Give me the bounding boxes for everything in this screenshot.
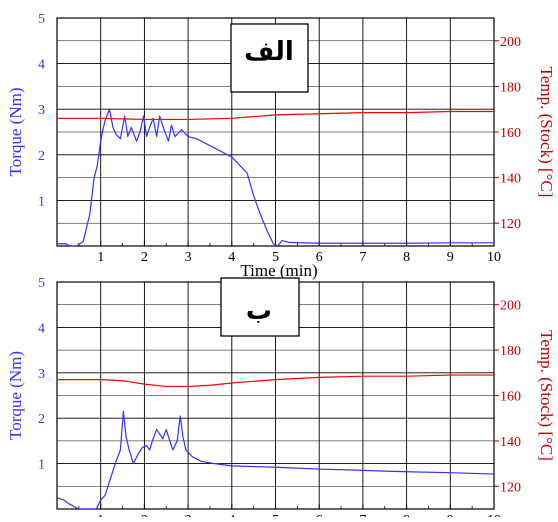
x-axis-label: Time (min) <box>240 261 317 280</box>
x-tick-label: 7 <box>359 250 366 265</box>
x-tick-label: 8 <box>403 513 410 517</box>
y-left-tick-label: 4 <box>38 321 45 336</box>
x-tick-label: 3 <box>185 250 192 265</box>
x-tick-label: 6 <box>316 513 323 517</box>
y-left-tick-label: 5 <box>38 12 45 27</box>
y-right-tick-label: 160 <box>500 126 521 141</box>
y-left-tick-label: 1 <box>38 194 45 209</box>
x-tick-label: 1 <box>97 513 104 517</box>
y-right-axis-label: Temp. (Stock) [°C] <box>537 67 556 198</box>
y-right-tick-label: 180 <box>500 344 521 359</box>
x-tick-label: 2 <box>141 250 148 265</box>
y-left-axis-label: Torque (Nm) <box>6 351 25 440</box>
panel-label: الف <box>244 37 294 67</box>
y-right-tick-label: 200 <box>500 299 521 314</box>
x-tick-label: 7 <box>359 513 366 517</box>
x-tick-label: 3 <box>185 513 192 517</box>
y-right-tick-label: 200 <box>500 35 521 50</box>
y-left-tick-label: 2 <box>38 149 45 164</box>
x-tick-label: 1 <box>97 250 104 265</box>
y-right-tick-label: 120 <box>500 217 521 232</box>
y-left-tick-label: 1 <box>38 458 45 473</box>
y-left-tick-label: 4 <box>38 58 45 73</box>
x-tick-label: 9 <box>447 513 454 517</box>
y-left-tick-label: 5 <box>38 276 45 291</box>
y-right-tick-label: 140 <box>500 172 521 187</box>
y-left-tick-label: 3 <box>38 367 45 382</box>
y-right-tick-label: 160 <box>500 390 521 405</box>
x-tick-label: 10 <box>487 250 501 265</box>
x-tick-label: 2 <box>141 513 148 517</box>
y-left-tick-label: 2 <box>38 412 45 427</box>
x-tick-label: 10 <box>487 513 501 517</box>
x-tick-label: 5 <box>272 513 279 517</box>
x-tick-label: 9 <box>447 250 454 265</box>
y-right-axis-label: Temp. (Stock) [°C] <box>537 330 556 461</box>
y-right-tick-label: 120 <box>500 480 521 495</box>
x-tick-label: 8 <box>403 250 410 265</box>
y-right-tick-label: 180 <box>500 80 521 95</box>
panel-label: ب <box>246 296 272 326</box>
x-tick-label: 4 <box>228 513 235 517</box>
y-right-tick-label: 140 <box>500 435 521 450</box>
y-left-tick-label: 3 <box>38 103 45 118</box>
y-left-axis-label: Torque (Nm) <box>6 88 25 177</box>
x-tick-label: 4 <box>228 250 235 265</box>
